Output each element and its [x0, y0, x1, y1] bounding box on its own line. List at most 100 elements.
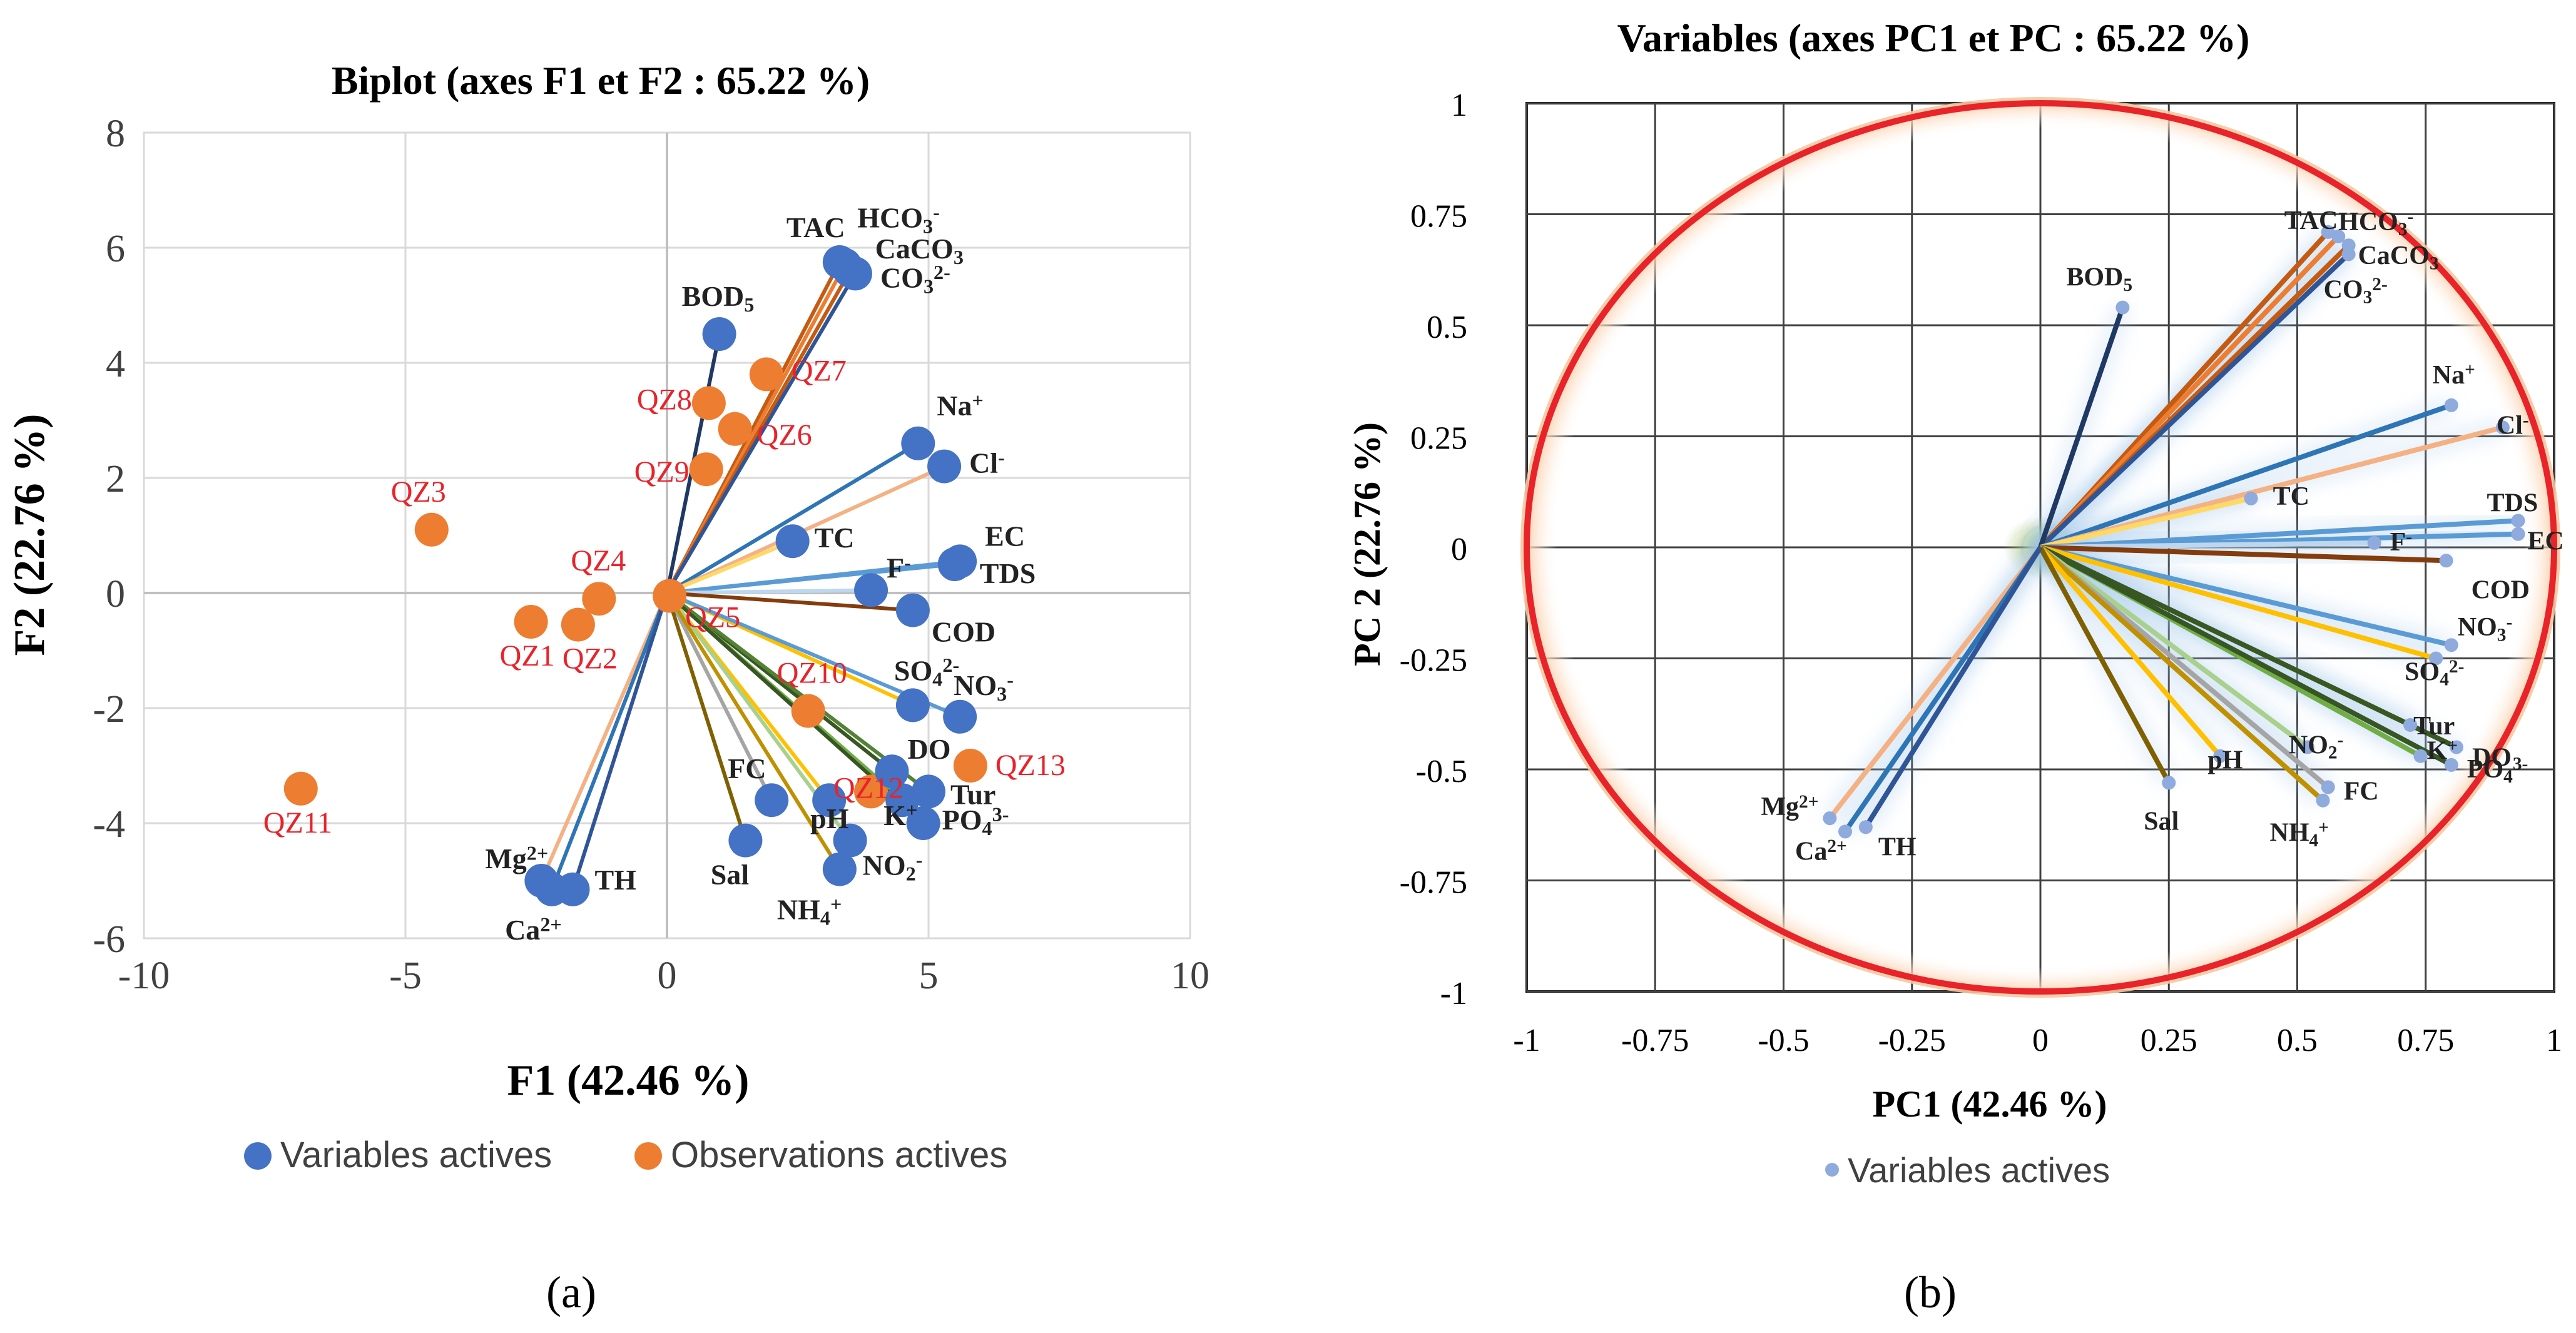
variable-label: NH4+	[2270, 818, 2329, 851]
x-tick-label: 0.5	[2277, 1023, 2318, 1058]
observation-point-qz5	[653, 579, 687, 613]
variable-label: Sal	[2144, 807, 2179, 836]
y-tick-label: -0.75	[1400, 865, 1467, 901]
variable-point-na	[2444, 398, 2458, 412]
variable-label: Tur	[2413, 712, 2455, 741]
variable-label: NO2-	[2289, 730, 2344, 763]
observation-point-qz8	[691, 386, 726, 420]
variable-point-cod	[2439, 554, 2453, 568]
circle-x-axis-label: PC1 (42.46 %)	[1873, 1083, 2107, 1125]
variable-point-do	[875, 754, 909, 789]
observation-point-qz9	[689, 452, 723, 487]
biplot-x-axis-label: F1 (42.46 %)	[507, 1057, 750, 1105]
observation-label: QZ7	[792, 354, 847, 387]
variable-label: BOD5	[682, 280, 755, 316]
circle-title: Variables (axes PC1 et PC : 65.22 %)	[1617, 16, 2250, 60]
variable-label: BOD5	[2066, 263, 2132, 295]
variable-label: HCO3-	[857, 201, 940, 238]
variable-point-po43	[2444, 758, 2458, 772]
variable-label: Tur	[950, 778, 995, 810]
y-tick-label: -4	[93, 803, 125, 846]
variable-point-fc	[755, 783, 789, 818]
vector-do	[2039, 545, 2458, 750]
variable-point-cl	[927, 449, 962, 484]
variable-label: Ca2+	[1795, 836, 1847, 866]
vector-ca2	[1843, 545, 2043, 833]
y-tick-label: 1	[1451, 88, 1467, 123]
variable-point-po43	[906, 806, 940, 840]
variable-label: CaCO3	[2358, 241, 2439, 273]
vector-tc	[666, 539, 793, 595]
variable-point-tds	[937, 547, 972, 581]
observation-point-qz4	[582, 582, 616, 616]
x-tick-label: 0	[2032, 1023, 2049, 1058]
vector-po43	[2039, 545, 2453, 768]
variable-label: SO42-	[894, 654, 959, 691]
variable-point-sal	[728, 823, 763, 858]
y-tick-label: 0.5	[1427, 310, 1467, 345]
variable-label: F-	[887, 551, 911, 584]
variable-point-k	[885, 783, 920, 818]
observation-label: QZ9	[634, 455, 690, 489]
observation-label: QZ1	[500, 639, 555, 672]
x-tick-label: -1	[1513, 1023, 1540, 1058]
variable-point-ca2	[1838, 824, 1853, 839]
biplot-title: Biplot (axes F1 et F2 : 65.22 %)	[332, 58, 870, 103]
variable-label: TH	[1878, 833, 1917, 861]
y-tick-label: 0.25	[1410, 421, 1467, 457]
variable-point-tc	[2244, 491, 2258, 505]
variable-label: NH4+	[777, 893, 842, 930]
y-tick-label: -2	[93, 688, 125, 731]
observation-label: QZ5	[685, 601, 740, 634]
vector-nh4	[2039, 545, 2325, 803]
variable-label: CaCO3	[875, 233, 964, 268]
variable-label: DO	[907, 733, 950, 765]
variable-label: PO43-	[2467, 754, 2528, 788]
observation-point-qz1	[514, 605, 548, 639]
variable-label: Mg2+	[1761, 792, 1818, 821]
x-tick-label: -5	[389, 955, 422, 997]
variable-label: Cl-	[969, 446, 1005, 479]
x-tick-label: 0.75	[2397, 1023, 2454, 1058]
x-tick-label: -10	[118, 955, 170, 997]
vector-tc	[2040, 496, 2252, 550]
variable-point-na	[901, 426, 935, 460]
variable-point-no2	[2300, 740, 2314, 754]
vector-na	[666, 442, 919, 595]
x-tick-label: -0.5	[1758, 1023, 1809, 1058]
observation-point-qz6	[718, 412, 752, 446]
variable-point-co32	[2341, 247, 2356, 261]
variable-label: TH	[595, 864, 637, 896]
variable-point-bod5	[2115, 300, 2130, 315]
variable-point-co32	[838, 256, 872, 291]
variable-label: NO2-	[863, 848, 923, 885]
vector-na	[2039, 403, 2453, 550]
legend-label-variables: Variables actives	[280, 1135, 552, 1175]
variable-point-cod	[895, 593, 930, 627]
vector-mg2	[1828, 545, 2043, 820]
observation-label: QZ4	[571, 544, 626, 577]
variable-point-no2	[833, 823, 867, 858]
variable-label: PO43-	[942, 803, 1009, 839]
y-tick-label: 8	[106, 113, 125, 155]
biplot-legend: Variables actives Observations actives	[244, 1135, 1007, 1175]
vector-so42	[2039, 545, 2437, 661]
variable-label: CO32-	[880, 261, 950, 298]
legend-marker-observations	[634, 1142, 662, 1170]
variable-label: EC	[2528, 527, 2564, 556]
variable-point-hco3	[2331, 230, 2346, 243]
variable-label: FC	[728, 753, 766, 784]
variable-label: TC	[815, 522, 855, 554]
y-tick-label: -6	[93, 918, 125, 961]
variable-point-ph	[2213, 749, 2227, 763]
observation-point-qz2	[561, 607, 595, 642]
y-tick-label: 0	[106, 573, 125, 616]
variable-label: TAC	[787, 211, 845, 243]
variable-point-no3	[2444, 638, 2458, 652]
variable-point-tac	[2321, 225, 2335, 239]
variable-point-cl	[2495, 420, 2510, 435]
observation-label: QZ11	[263, 806, 332, 839]
y-tick-label: 0.75	[1410, 199, 1467, 235]
variable-point-tur	[912, 774, 945, 809]
variable-label: K+	[883, 799, 917, 832]
